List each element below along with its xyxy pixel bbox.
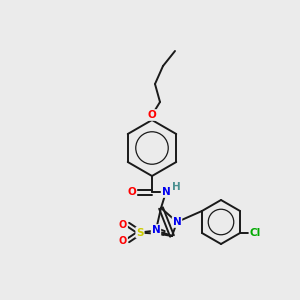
Text: N: N xyxy=(152,225,160,235)
Text: S: S xyxy=(136,227,144,238)
Text: O: O xyxy=(119,220,127,230)
Text: N: N xyxy=(162,187,170,197)
Text: H: H xyxy=(172,182,180,192)
Text: O: O xyxy=(128,187,136,197)
Text: O: O xyxy=(148,110,156,120)
Text: O: O xyxy=(119,236,127,245)
Text: Cl: Cl xyxy=(249,228,261,238)
Text: N: N xyxy=(172,217,182,227)
